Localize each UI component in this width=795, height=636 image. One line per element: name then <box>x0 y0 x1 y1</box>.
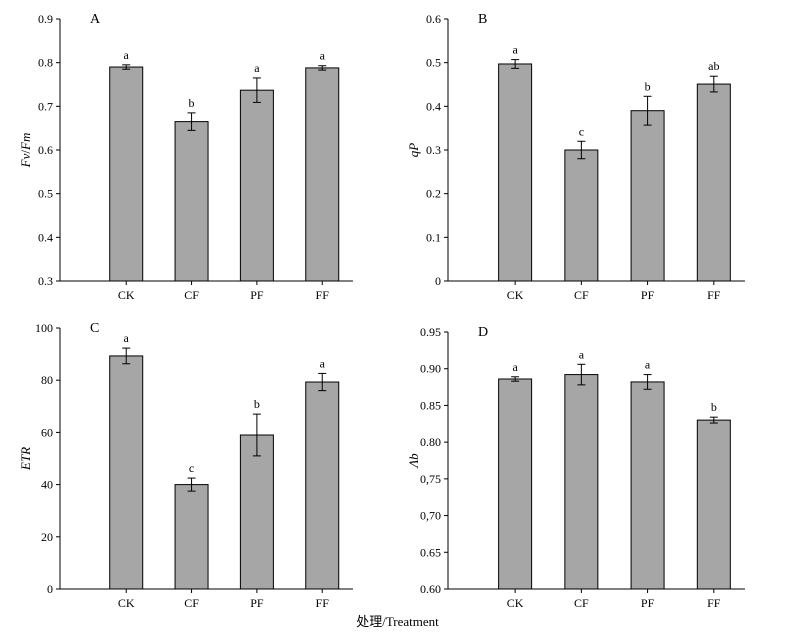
y-axis-label: ETR <box>18 447 33 471</box>
bar-pf <box>630 381 665 590</box>
significance-letter: a <box>512 360 518 374</box>
shared-x-axis-label: 处理/Treatment <box>356 614 439 629</box>
y-tick-label: 0.8 <box>38 56 53 70</box>
x-tick-label: CF <box>184 596 199 610</box>
y-tick-label: 80 <box>41 373 53 387</box>
panel-b: a CK c CF b PF ab FF 0 0.1 0.2 0.3 0.4 0.5 0.6 BqP <box>406 12 745 302</box>
y-tick-label: 0,75 <box>420 472 441 486</box>
bar-pf <box>239 434 274 590</box>
significance-letter: c <box>189 461 194 475</box>
x-tick-label: CK <box>507 596 524 610</box>
y-label-main: Fv <box>18 153 33 168</box>
y-tick-label: 0.4 <box>426 99 441 113</box>
x-tick-label: CK <box>507 288 524 302</box>
x-tick-label: PF <box>641 288 655 302</box>
significance-letter: a <box>645 358 651 372</box>
y-tick-label: 0.90 <box>420 362 441 376</box>
y-tick-label: 0.95 <box>420 325 441 339</box>
bar-cf <box>174 121 209 282</box>
significance-letter: ab <box>708 59 719 73</box>
panel-letter: D <box>478 325 488 340</box>
x-tick-label: CK <box>118 596 135 610</box>
y-tick-label: 0.3 <box>426 143 441 157</box>
x-tick-label: CF <box>574 596 589 610</box>
x-tick-label: FF <box>316 288 330 302</box>
significance-letter: a <box>124 331 130 345</box>
bar-ff <box>696 83 731 282</box>
y-label-separator: / <box>18 150 33 154</box>
bar-ck <box>498 63 533 282</box>
x-tick-label: CF <box>184 288 199 302</box>
panel-letter: C <box>90 321 99 336</box>
bar-ck <box>109 355 144 590</box>
y-tick-label: 0.3 <box>38 274 53 288</box>
bar-ff <box>305 381 340 590</box>
y-label-sub: Fm <box>18 133 33 151</box>
y-tick-label: 0 <box>47 582 53 596</box>
y-tick-label: 0.85 <box>420 398 441 412</box>
y-label-main: Λ <box>406 460 421 470</box>
significance-letter: b <box>711 400 717 414</box>
y-label-main: ETR <box>18 447 33 471</box>
bar-cf <box>174 484 209 590</box>
significance-letter: b <box>645 79 651 93</box>
significance-letter: b <box>254 397 260 411</box>
y-tick-label: 0.1 <box>426 230 441 244</box>
bar-pf <box>630 110 665 282</box>
panel-letter: A <box>90 12 101 27</box>
y-axis-label: Λb <box>406 453 421 470</box>
y-tick-label: 40 <box>41 478 53 492</box>
x-tick-label: FF <box>707 596 721 610</box>
y-tick-label: 0.4 <box>38 230 53 244</box>
y-tick-label: 0,70 <box>420 509 441 523</box>
significance-letter: a <box>320 49 326 63</box>
bar-cf <box>564 374 599 590</box>
y-tick-label: 0.5 <box>426 56 441 70</box>
panel-c: a CK c CF b PF a FF 0 20 40 60 80 100 C ETR <box>18 321 353 610</box>
y-tick-label: 60 <box>41 425 53 439</box>
bar-ff <box>696 419 731 590</box>
y-label-sub: b <box>406 453 421 460</box>
significance-letter: a <box>579 347 585 361</box>
panel-d: a CK a CF a PF b FF 0.60 0.65 0,70 0,75 0.80 0.85 0.90… <box>406 325 745 610</box>
significance-letter: a <box>254 61 260 75</box>
panel-letter: B <box>478 12 487 27</box>
y-axis-label: qP <box>406 143 421 158</box>
x-tick-label: PF <box>641 596 655 610</box>
bar-ck <box>109 66 144 282</box>
y-tick-label: 0.6 <box>426 12 441 26</box>
y-tick-label: 0.7 <box>38 99 53 113</box>
x-tick-label: PF <box>250 596 264 610</box>
y-tick-label: 0.5 <box>38 187 53 201</box>
x-tick-label: PF <box>250 288 264 302</box>
significance-letter: a <box>320 356 326 370</box>
panel-a: a CK b CF a PF a FF 0.3 0.4 0.5 0.6 0.7 0.8 0.9 A Fv/Fm <box>18 12 353 302</box>
y-axis-label: Fv/Fm <box>18 133 33 169</box>
y-tick-label: 100 <box>35 321 53 335</box>
bar-ff <box>305 67 340 282</box>
y-tick-label: 0.65 <box>420 545 441 559</box>
bar-ck <box>498 378 533 590</box>
bar-pf <box>239 89 274 282</box>
bar-cf <box>564 149 599 282</box>
y-tick-label: 20 <box>41 530 53 544</box>
significance-letter: a <box>124 48 130 62</box>
significance-letter: c <box>579 124 584 138</box>
y-tick-label: 0.60 <box>420 582 441 596</box>
x-tick-label: FF <box>316 596 330 610</box>
x-tick-label: FF <box>707 288 721 302</box>
y-tick-label: 0.2 <box>426 187 441 201</box>
y-tick-label: 0.9 <box>38 12 53 26</box>
y-tick-label: 0.80 <box>420 435 441 449</box>
y-tick-label: 0 <box>435 274 441 288</box>
y-label-main: qP <box>406 143 421 158</box>
y-tick-label: 0.6 <box>38 143 53 157</box>
x-tick-label: CF <box>574 288 589 302</box>
significance-letter: a <box>512 43 518 57</box>
significance-letter: b <box>189 96 195 110</box>
x-tick-label: CK <box>118 288 135 302</box>
